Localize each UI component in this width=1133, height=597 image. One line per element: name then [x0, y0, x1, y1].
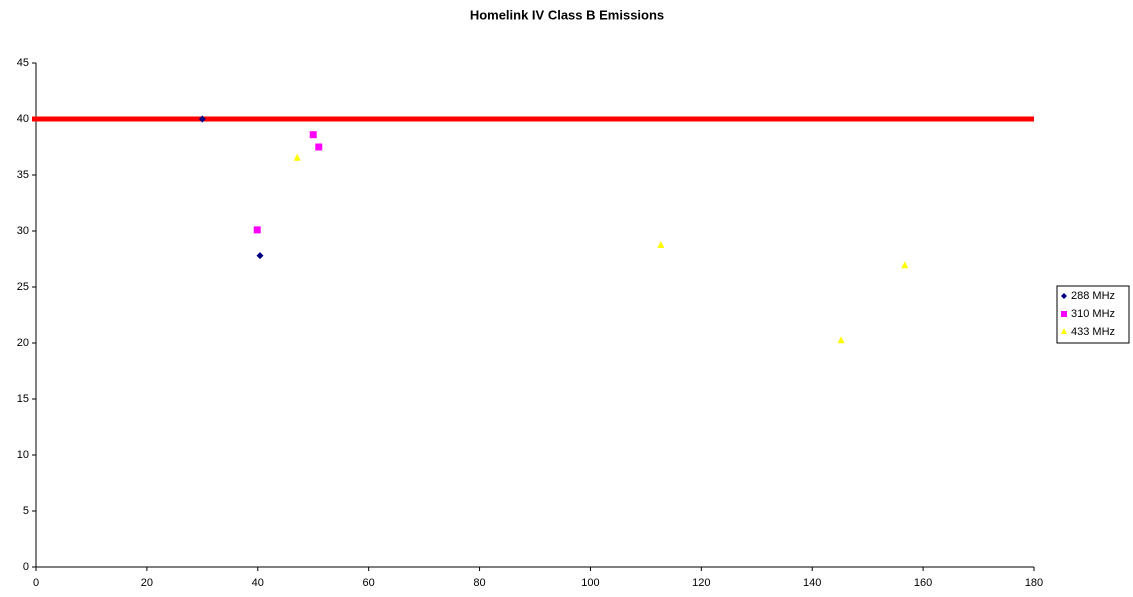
marker — [309, 131, 317, 139]
marker — [1061, 328, 1067, 334]
y-tick-label: 20 — [17, 337, 29, 349]
marker — [837, 336, 845, 344]
legend-box — [1056, 285, 1130, 344]
y-tick-label: 10 — [17, 449, 29, 461]
marker — [1061, 293, 1067, 299]
x-tick-label: 60 — [363, 577, 375, 589]
marker — [1061, 311, 1067, 317]
legend-label: 288 MHz — [1071, 290, 1115, 302]
y-tick-label: 30 — [17, 225, 29, 237]
y-tick-label: 5 — [23, 505, 29, 517]
x-tick-label: 120 — [692, 577, 710, 589]
marker — [198, 115, 206, 123]
y-tick-label: 35 — [17, 169, 29, 181]
y-tick-label: 15 — [17, 393, 29, 405]
y-tick-label: 45 — [17, 57, 29, 69]
marker — [315, 143, 323, 151]
x-tick-label: 180 — [1025, 577, 1043, 589]
chart-title: Homelink IV Class B Emissions — [470, 7, 664, 22]
y-tick-label: 25 — [17, 281, 29, 293]
x-tick-label: 160 — [914, 577, 932, 589]
legend-label: 310 MHz — [1071, 308, 1115, 320]
x-tick-label: 40 — [252, 577, 264, 589]
y-tick-label: 40 — [17, 113, 29, 125]
legend-label: 433 MHz — [1071, 326, 1115, 338]
x-tick-label: 140 — [803, 577, 821, 589]
marker — [253, 226, 261, 234]
marker — [293, 153, 301, 161]
x-tick-label: 100 — [581, 577, 599, 589]
marker — [657, 241, 665, 249]
y-tick-label: 0 — [23, 561, 29, 573]
marker — [901, 261, 909, 269]
marker — [256, 252, 264, 260]
x-tick-label: 80 — [473, 577, 485, 589]
x-tick-label: 20 — [141, 577, 153, 589]
x-tick-label: 0 — [33, 577, 39, 589]
